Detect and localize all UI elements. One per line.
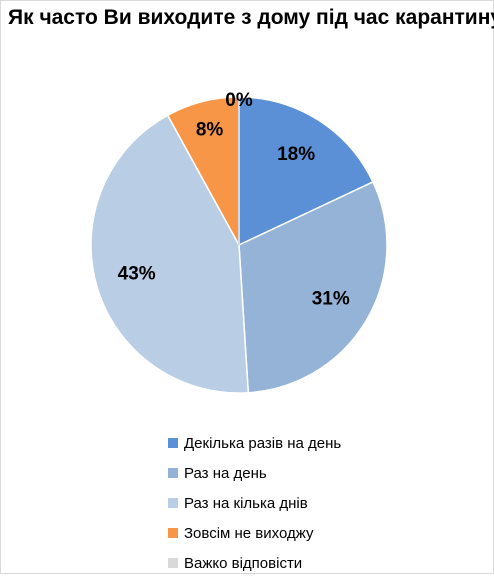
data-label-3: 43% — [118, 264, 156, 285]
legend-label: Декілька разів на день — [184, 434, 342, 452]
legend-item-3: Раз на кілька днів — [168, 488, 341, 518]
legend-label: Зовсім не виходжу — [184, 524, 314, 542]
data-label-2: 31% — [312, 288, 350, 309]
chart-title: Як часто Ви виходите з дому під час кара… — [8, 6, 494, 29]
legend-swatch — [168, 498, 178, 508]
data-label-4: 8% — [196, 119, 224, 140]
legend-swatch — [168, 468, 178, 478]
data-label-1: 18% — [277, 144, 315, 165]
legend-item-1: Декілька разів на день — [168, 428, 341, 458]
pie-slice-1 — [238, 96, 374, 247]
legend-label: Важко відповісти — [184, 554, 303, 572]
legend-label: Раз на кілька днів — [184, 494, 308, 512]
legend-swatch — [168, 528, 178, 538]
legend-item-4: Зовсім не виходжу — [168, 518, 341, 548]
legend-item-2: Раз на день — [168, 458, 341, 488]
legend-item-5: Важко відповісти — [168, 548, 341, 578]
data-label-5: 0% — [225, 90, 253, 111]
legend-swatch — [168, 438, 178, 448]
legend-swatch — [168, 558, 178, 568]
pie-slice-2 — [238, 180, 388, 394]
pie-slice-3 — [90, 114, 250, 394]
chart-legend: Декілька разів на день Раз на день Раз на … — [168, 428, 341, 578]
legend-label: Раз на день — [184, 464, 267, 482]
